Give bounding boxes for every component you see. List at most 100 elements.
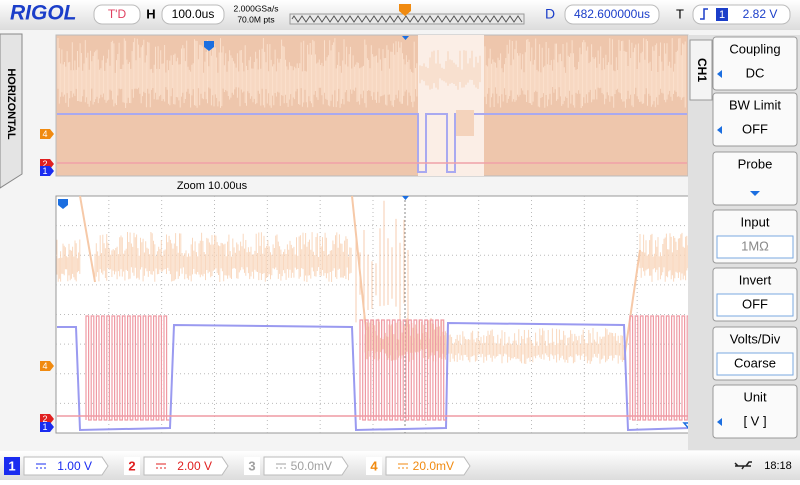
channel-scale: 1.00 V [57,459,92,473]
zoom-region [418,35,484,176]
ch4-trace [56,239,81,282]
trigger-source: 1 [719,9,725,21]
channel-number: 1 [8,458,15,473]
ch4-edge [351,195,367,331]
channel-marker [40,422,54,432]
menu-title: Input [741,214,770,229]
channel-marker [40,129,54,139]
menu-items: Coupling DC BW Limit OFF Probe Input 1MΩ Invert… [712,36,798,439]
channel-scale: 2.00 V [177,459,212,473]
coupling-icon [398,463,408,469]
channel-scales: 1 1.00 V 2 2.00 V 3 50.0mV 4 20.0mV [4,456,471,476]
run-status: T'D [108,7,127,21]
channel-box[interactable] [143,456,229,476]
ch4-overview [484,38,686,108]
ch1-trace [57,321,690,432]
coupling-icon [156,463,166,469]
h-label: H [146,6,155,21]
channel-badge[interactable] [4,457,20,475]
trigger-marker [402,196,409,200]
menu-value: Coarse [734,355,776,370]
trigger-marker [58,199,68,209]
channel-number: 2 [128,458,135,473]
menu-title: Invert [739,272,772,287]
menu-button[interactable] [712,92,798,147]
menu-title: Probe [738,156,773,171]
clock: 18:18 [764,460,792,472]
menu-value-box [716,293,794,317]
menu-button[interactable] [712,151,798,206]
timebase-box[interactable] [161,4,225,25]
ch2-burst [359,319,447,421]
menu-value-box [716,235,794,259]
zoom-traces [56,195,693,432]
edge-icon [700,8,708,20]
menu-value: OFF [742,121,768,136]
delay: 482.600000us [574,7,650,21]
menu-arrow [750,191,760,196]
channel-marker [40,414,54,424]
logo: RIGOL [10,2,77,25]
channel-marker-label: 1 [42,166,47,176]
menu-title: Unit [743,389,767,404]
coupling-icon [36,463,46,469]
ch4-overview [57,38,418,108]
menu-arrow [717,70,722,78]
memory-depth: 70.0M pts [237,14,274,24]
timebase: 100.0us [172,7,215,21]
side-tab-label: HORIZONTAL [5,68,17,140]
menu-arrow [717,126,722,134]
channel-marker-label: 1 [42,422,47,432]
ch2-burst [629,315,693,421]
overview-traces [57,38,687,173]
channel-marker-label: 4 [42,361,47,371]
channel-box[interactable] [23,456,109,476]
channel-marker-label: 4 [42,129,47,139]
ch4-edge [623,249,641,361]
menu-title: Coupling [729,41,780,56]
trigger-marker [204,41,214,51]
menu-value: 1MΩ [741,238,769,253]
channel-marker-label: 2 [42,414,47,424]
channel-scale: 20.0mV [413,459,454,473]
menu-value: OFF [742,296,768,311]
menu-button[interactable] [712,384,798,439]
ch4-edge [79,195,96,283]
menu-button[interactable] [712,36,798,91]
channel-box[interactable] [263,456,349,476]
ch4-trace [94,232,352,282]
ch2-burst [85,315,170,421]
trigger-level: 2.82 V [743,7,778,21]
t-label: T [676,6,684,21]
menu-arrow [717,418,722,426]
channel-marker [40,166,54,176]
trigger-marker [402,36,409,40]
menu-tab [689,39,713,101]
channel-number: 3 [248,458,255,473]
sample-rate: 2.000GSa/s [234,3,279,13]
channel-marker [40,361,54,371]
channel-badge[interactable] [366,457,382,475]
side-tab[interactable] [0,33,23,189]
ch4-overview-drop [456,110,474,136]
menu-value-box [716,352,794,376]
menu-value: DC [746,65,765,80]
usb-icon [734,461,752,470]
menu-title: BW Limit [729,97,781,112]
d-label: D [545,6,555,22]
channel-box[interactable] [385,456,471,476]
channel-badge[interactable] [244,457,260,475]
channel-scale: 50.0mV [291,459,332,473]
channel-number: 4 [370,458,378,473]
status-box [93,4,141,25]
zoom-label: Zoom 10.00us [177,180,248,192]
ch4-trace [445,328,625,364]
delay-box[interactable] [564,4,660,25]
ch4-overview [419,50,481,90]
trigger-source-badge [716,8,728,21]
memory-overview-wave [291,15,523,23]
channel-badge[interactable] [124,457,140,475]
